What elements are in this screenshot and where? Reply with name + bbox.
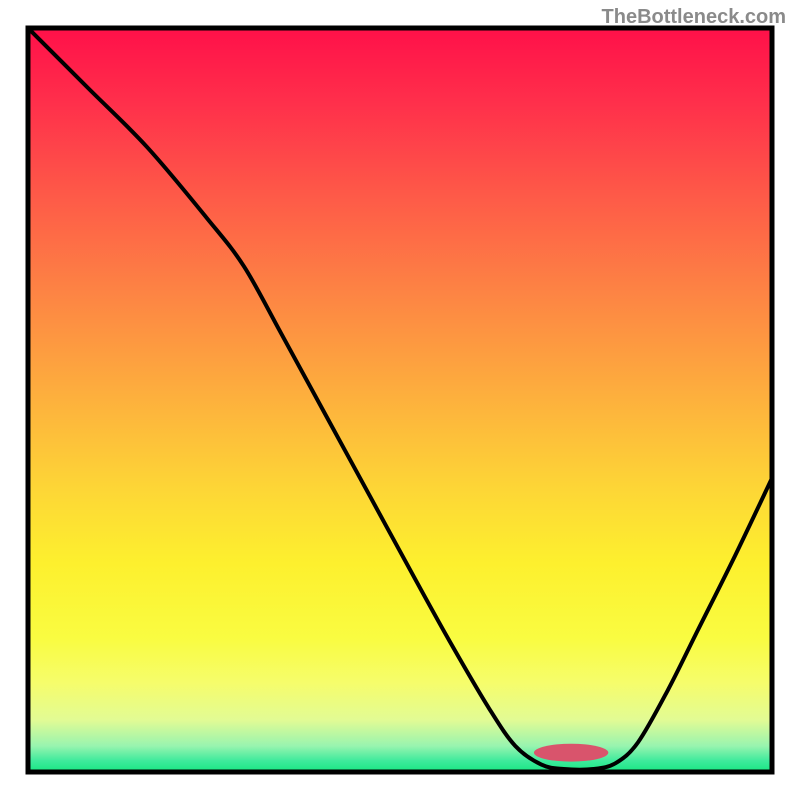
bottleneck-chart <box>0 0 800 800</box>
optimum-marker <box>534 744 608 762</box>
chart-container: { "watermark": { "text": "TheBottleneck.… <box>0 0 800 800</box>
watermark-text: TheBottleneck.com <box>602 6 786 29</box>
